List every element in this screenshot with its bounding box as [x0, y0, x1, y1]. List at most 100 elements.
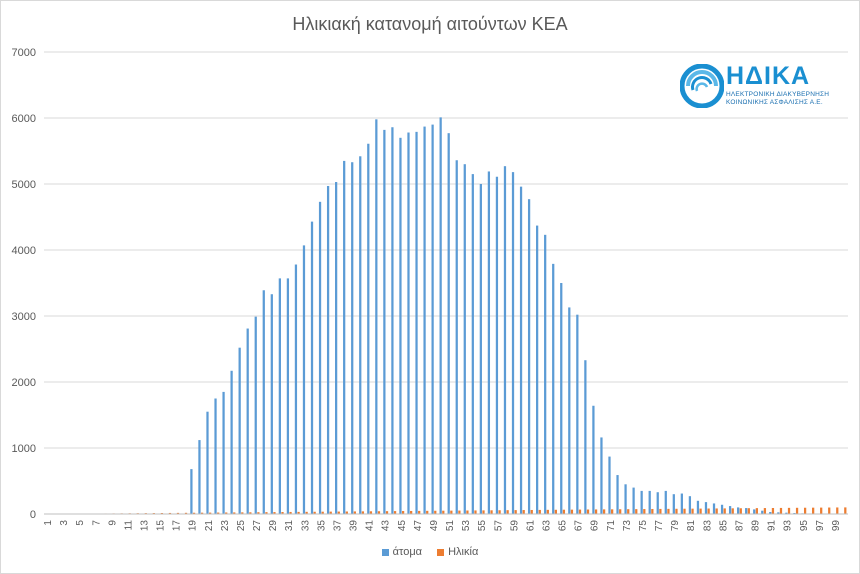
bar-atoma: [302, 245, 306, 514]
bar-ilikia: [474, 510, 477, 514]
x-tick-label: 17: [172, 520, 183, 532]
x-tick-label: 9: [107, 520, 118, 526]
bar-atoma: [664, 490, 667, 514]
bar-ilikia: [586, 509, 590, 514]
bar-ilikia: [168, 512, 172, 514]
bar-atoma: [536, 225, 539, 514]
legend-label-ilikia: Ηλικία: [448, 546, 479, 558]
bar-ilikia: [787, 507, 791, 514]
bar-atoma: [391, 127, 394, 515]
x-tick-label: 85: [718, 520, 729, 532]
bar-ilikia: [812, 507, 815, 514]
x-tick-label: 65: [558, 520, 569, 532]
bar-ilikia: [506, 510, 509, 514]
x-tick-label: 75: [638, 520, 649, 532]
y-tick-label: 6000: [12, 113, 36, 125]
bar-ilikia: [458, 510, 461, 514]
logo-subtitle-2: ΚΟΙΝΩΝΙΚΗΣ ΑΣΦΑΛΙΣΗΣ Α.Ε.: [726, 99, 823, 106]
bar-atoma: [632, 487, 635, 514]
x-tick-label: 83: [702, 520, 713, 532]
x-tick-label: 43: [381, 520, 392, 532]
bar-ilikia: [209, 512, 212, 514]
bar-atoma: [278, 278, 281, 514]
x-tick-label: 31: [284, 520, 295, 532]
bar-ilikia: [635, 509, 638, 514]
bar-atoma: [407, 132, 410, 514]
bar-ilikia: [691, 508, 694, 514]
bar-atoma: [326, 185, 330, 515]
x-tick-label: 49: [429, 520, 440, 532]
bar-atoma: [246, 328, 249, 514]
bar-ilikia: [490, 510, 493, 514]
bar-atoma: [656, 492, 659, 514]
x-tick-label: 73: [622, 520, 633, 532]
bar-atoma: [552, 263, 555, 514]
bar-atoma: [439, 117, 442, 514]
bar-ilikia: [828, 507, 831, 514]
bar-atoma: [672, 494, 675, 514]
bar-ilikia: [554, 509, 557, 514]
bar-ilikia: [667, 508, 670, 514]
x-tick-label: 21: [204, 520, 215, 532]
y-tick-label: 7000: [12, 47, 36, 59]
x-tick-label: 79: [670, 520, 681, 532]
bar-atoma: [728, 506, 732, 514]
x-tick-label: 91: [767, 520, 778, 532]
bar-atoma: [511, 172, 515, 514]
bar-ilikia: [353, 511, 356, 514]
bar-ilikia: [225, 512, 228, 514]
bar-atoma: [294, 264, 298, 514]
bar-ilikia: [602, 509, 606, 514]
bar-atoma: [214, 398, 217, 514]
bar-atoma: [624, 484, 627, 514]
x-tick-label: 71: [606, 520, 617, 532]
bar-atoma: [415, 131, 418, 515]
bar-ilikia: [779, 507, 783, 514]
logo-subtitle-1: ΗΛΕΚΤΡΟΝΙΚΗ ΔΙΑΚΥΒΕΡΝΗΣΗ: [726, 91, 830, 98]
bar-ilikia: [522, 510, 525, 514]
x-tick-label: 51: [445, 520, 456, 532]
bar-ilikia: [763, 508, 767, 514]
bar-atoma: [190, 469, 193, 514]
bar-atoma: [254, 316, 257, 514]
bar-ilikia: [393, 511, 397, 514]
bar-ilikia: [836, 507, 839, 514]
x-tick-label: 27: [252, 520, 263, 532]
bar-ilikia: [611, 509, 614, 514]
bar-atoma: [375, 119, 378, 514]
bar-atoma: [720, 504, 724, 514]
bar-ilikia: [731, 508, 734, 514]
bar-ilikia: [217, 512, 220, 514]
bar-atoma: [608, 456, 611, 514]
bar-ilikia: [594, 509, 598, 514]
bar-atoma: [696, 500, 700, 514]
bar-ilikia: [184, 512, 188, 514]
bar-ilikia: [643, 509, 646, 514]
bar-atoma: [206, 411, 209, 514]
x-tick-label: 7: [91, 520, 102, 526]
bar-ilikia: [241, 512, 244, 514]
bar-atoma: [680, 493, 683, 514]
x-tick-label: 1: [43, 520, 54, 526]
legend-item-atoma: άτομα: [381, 546, 422, 558]
bar-atoma: [761, 510, 764, 514]
bar-ilikia: [482, 510, 485, 514]
y-tick-label: 4000: [12, 245, 36, 257]
bar-atoma: [262, 290, 265, 514]
bar-atoma: [198, 440, 201, 514]
bar-ilikia: [289, 511, 292, 514]
bar-atoma: [471, 174, 474, 514]
bar-ilikia: [755, 508, 758, 514]
bar-ilikia: [176, 512, 180, 514]
x-tick-label: 11: [123, 520, 134, 531]
x-tick-label: 15: [156, 520, 167, 532]
bar-ilikia: [699, 508, 702, 514]
bar-atoma: [584, 360, 587, 514]
legend-swatch-atoma: [381, 548, 389, 556]
bar-atoma: [737, 507, 740, 514]
bar-atoma: [431, 124, 434, 514]
bar-ilikia: [627, 509, 630, 514]
bar-atoma: [560, 283, 563, 514]
y-tick-label: 0: [30, 509, 36, 521]
